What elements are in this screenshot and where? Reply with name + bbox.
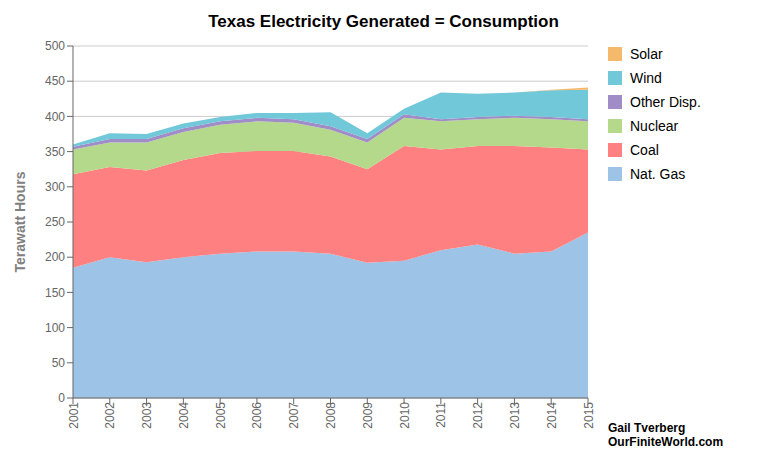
svg-text:2002: 2002 [103,402,117,429]
svg-text:50: 50 [52,356,66,370]
svg-text:0: 0 [58,391,65,405]
svg-text:2005: 2005 [214,402,228,429]
svg-text:500: 500 [45,39,65,53]
html-text:Nuclear: Nuclear [630,118,679,134]
svg-text:150: 150 [45,286,65,300]
svg-text:2014: 2014 [545,402,559,429]
svg-text:2013: 2013 [508,402,522,429]
svg-text:350: 350 [45,145,65,159]
svg-text:2011: 2011 [434,402,448,428]
html-text:Coal: Coal [630,142,659,158]
html-text:Other Disp.: Other Disp. [630,94,701,110]
html-text:OurFiniteWorld.com: OurFiniteWorld.com [608,435,724,449]
html-text:Wind: Wind [630,70,662,86]
html-text:Gail Tverberg: Gail Tverberg [608,421,686,435]
svg-text:2001: 2001 [67,402,81,429]
svg-text:2010: 2010 [398,402,412,429]
html-text:Texas Electricity Generated =: Texas Electricity Generated = Consumptio… [208,12,559,31]
html-text:Nat. Gas: Nat. Gas [630,166,686,182]
svg-text:Terawatt Hours: Terawatt Hours [12,171,28,272]
svg-text:250: 250 [45,215,65,229]
svg-text:2008: 2008 [324,402,338,429]
svg-text:2003: 2003 [140,402,154,429]
svg-text:2015: 2015 [582,402,596,429]
html-text:Solar: Solar [630,46,663,62]
svg-text:2007: 2007 [287,402,301,429]
svg-text:2004: 2004 [177,402,191,429]
svg-text:2009: 2009 [361,402,375,429]
svg-text:400: 400 [45,110,65,124]
svg-text:200: 200 [45,250,65,264]
svg-text:2006: 2006 [250,402,264,429]
svg-text:450: 450 [45,74,65,88]
svg-text:300: 300 [45,180,65,194]
svg-text:100: 100 [45,321,65,335]
svg-text:2012: 2012 [471,402,485,429]
